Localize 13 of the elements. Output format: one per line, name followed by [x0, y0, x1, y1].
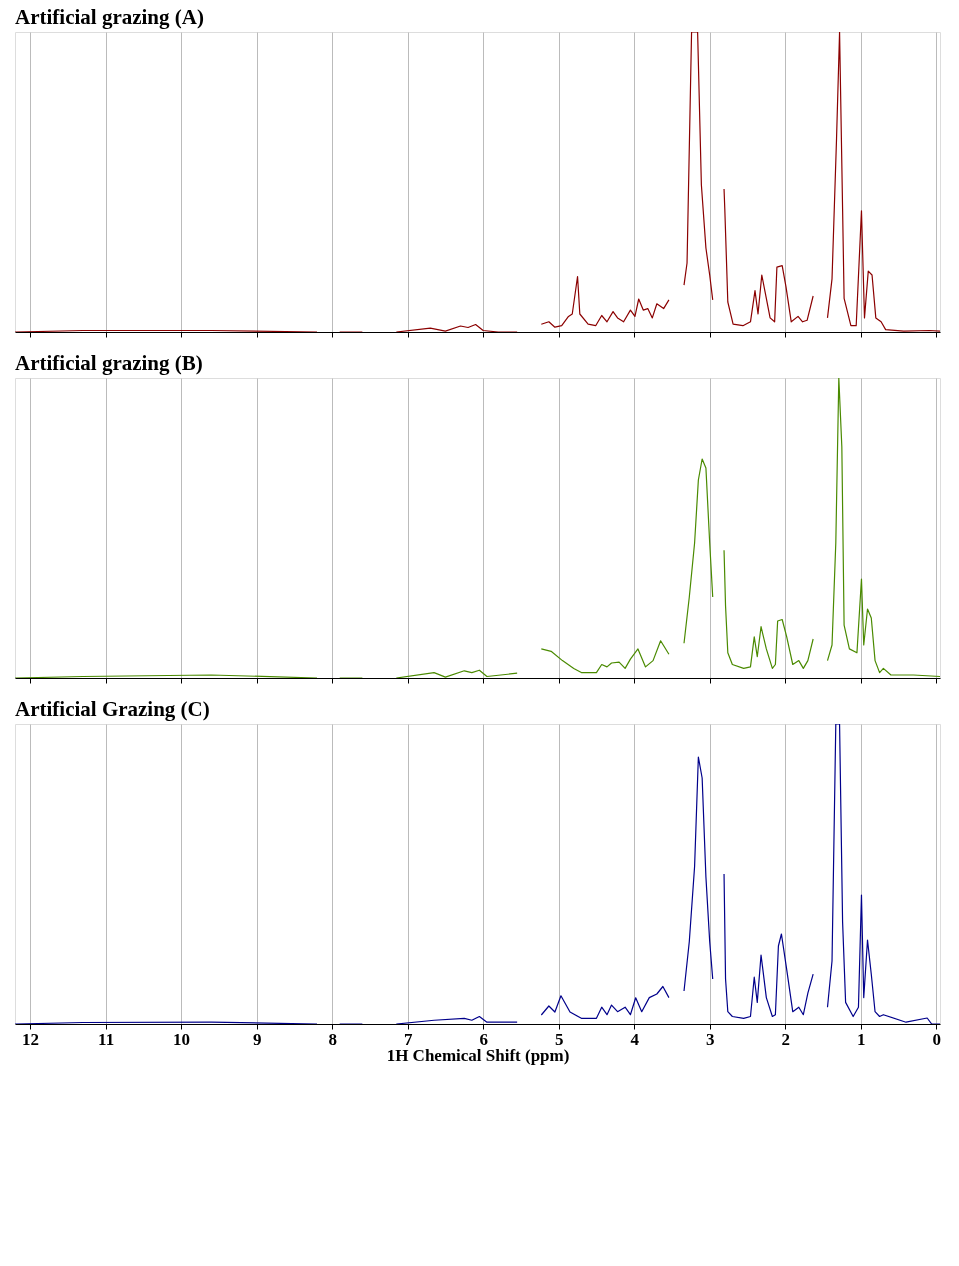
x-tick-label: 1	[856, 1029, 866, 1049]
x-tick-label: 2	[781, 1029, 790, 1049]
x-tick-label: 3	[705, 1029, 715, 1049]
x-tick-label: 12	[22, 1029, 40, 1049]
chart-title: Artificial grazing (A)	[15, 5, 204, 29]
x-tick-label: 11	[98, 1029, 115, 1049]
chart-title: Artificial Grazing (C)	[15, 697, 210, 721]
x-tick-label: 0	[932, 1029, 941, 1049]
x-tick-label: 4	[630, 1029, 640, 1049]
x-tick-label: 10	[173, 1029, 191, 1049]
x-tick-label: 9	[252, 1029, 262, 1049]
chart-title: Artificial grazing (B)	[15, 351, 203, 375]
x-tick-label: 8	[328, 1029, 337, 1049]
